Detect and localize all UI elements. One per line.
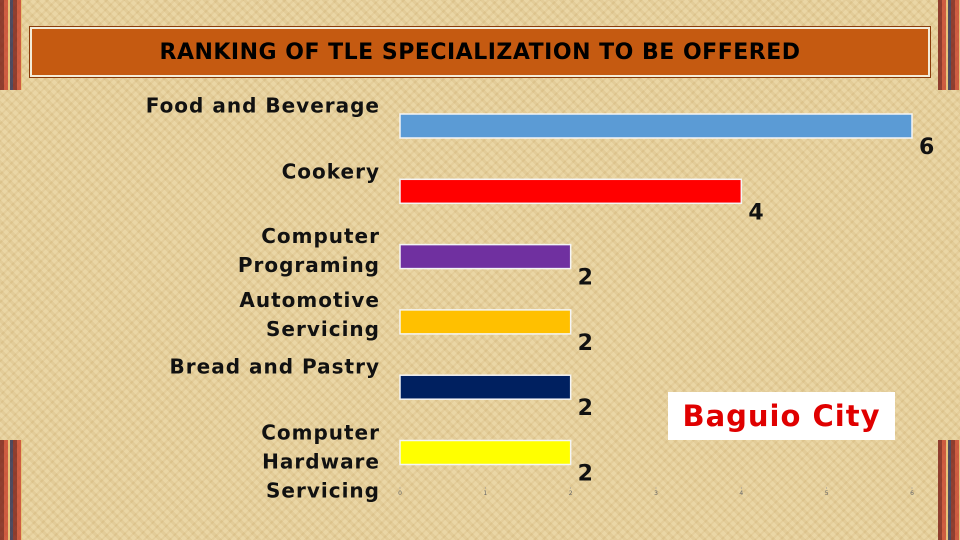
value-label: 6 [919, 135, 934, 160]
category-label: Food and Beverage [145, 93, 380, 118]
x-tick-label: 3 [654, 490, 658, 497]
bar [399, 309, 572, 335]
value-label: 2 [578, 462, 593, 487]
value-label: 2 [578, 331, 593, 356]
bar [399, 243, 572, 270]
value-label: 4 [748, 200, 763, 225]
category-label: Bread and Pastry [169, 354, 380, 379]
decor [0, 0, 22, 90]
x-tick-label: 1 [483, 490, 487, 497]
category-label: Cookery [281, 159, 380, 184]
x-tick-label: 0 [398, 490, 402, 497]
value-label: 2 [578, 396, 593, 421]
x-tick-label: 4 [739, 490, 743, 497]
chart-title: RANKING OF TLE SPECIALIZATION TO BE OFFE… [30, 27, 930, 77]
bar [399, 178, 743, 205]
x-tick-label: 2 [569, 490, 573, 497]
value-label: 2 [578, 266, 593, 291]
category-label: Computer Hardware Servicing [261, 420, 380, 502]
annotation: Baguio City [668, 392, 895, 440]
category-label: Automotive Servicing [239, 287, 380, 341]
decor [938, 0, 960, 90]
x-tick-label: 6 [910, 490, 914, 497]
x-tick-label: 5 [825, 490, 829, 497]
bar [399, 374, 572, 400]
bar [399, 113, 913, 139]
bar [399, 439, 572, 466]
category-label: Computer Programing [237, 223, 380, 277]
decor [0, 440, 22, 540]
decor [938, 440, 960, 540]
